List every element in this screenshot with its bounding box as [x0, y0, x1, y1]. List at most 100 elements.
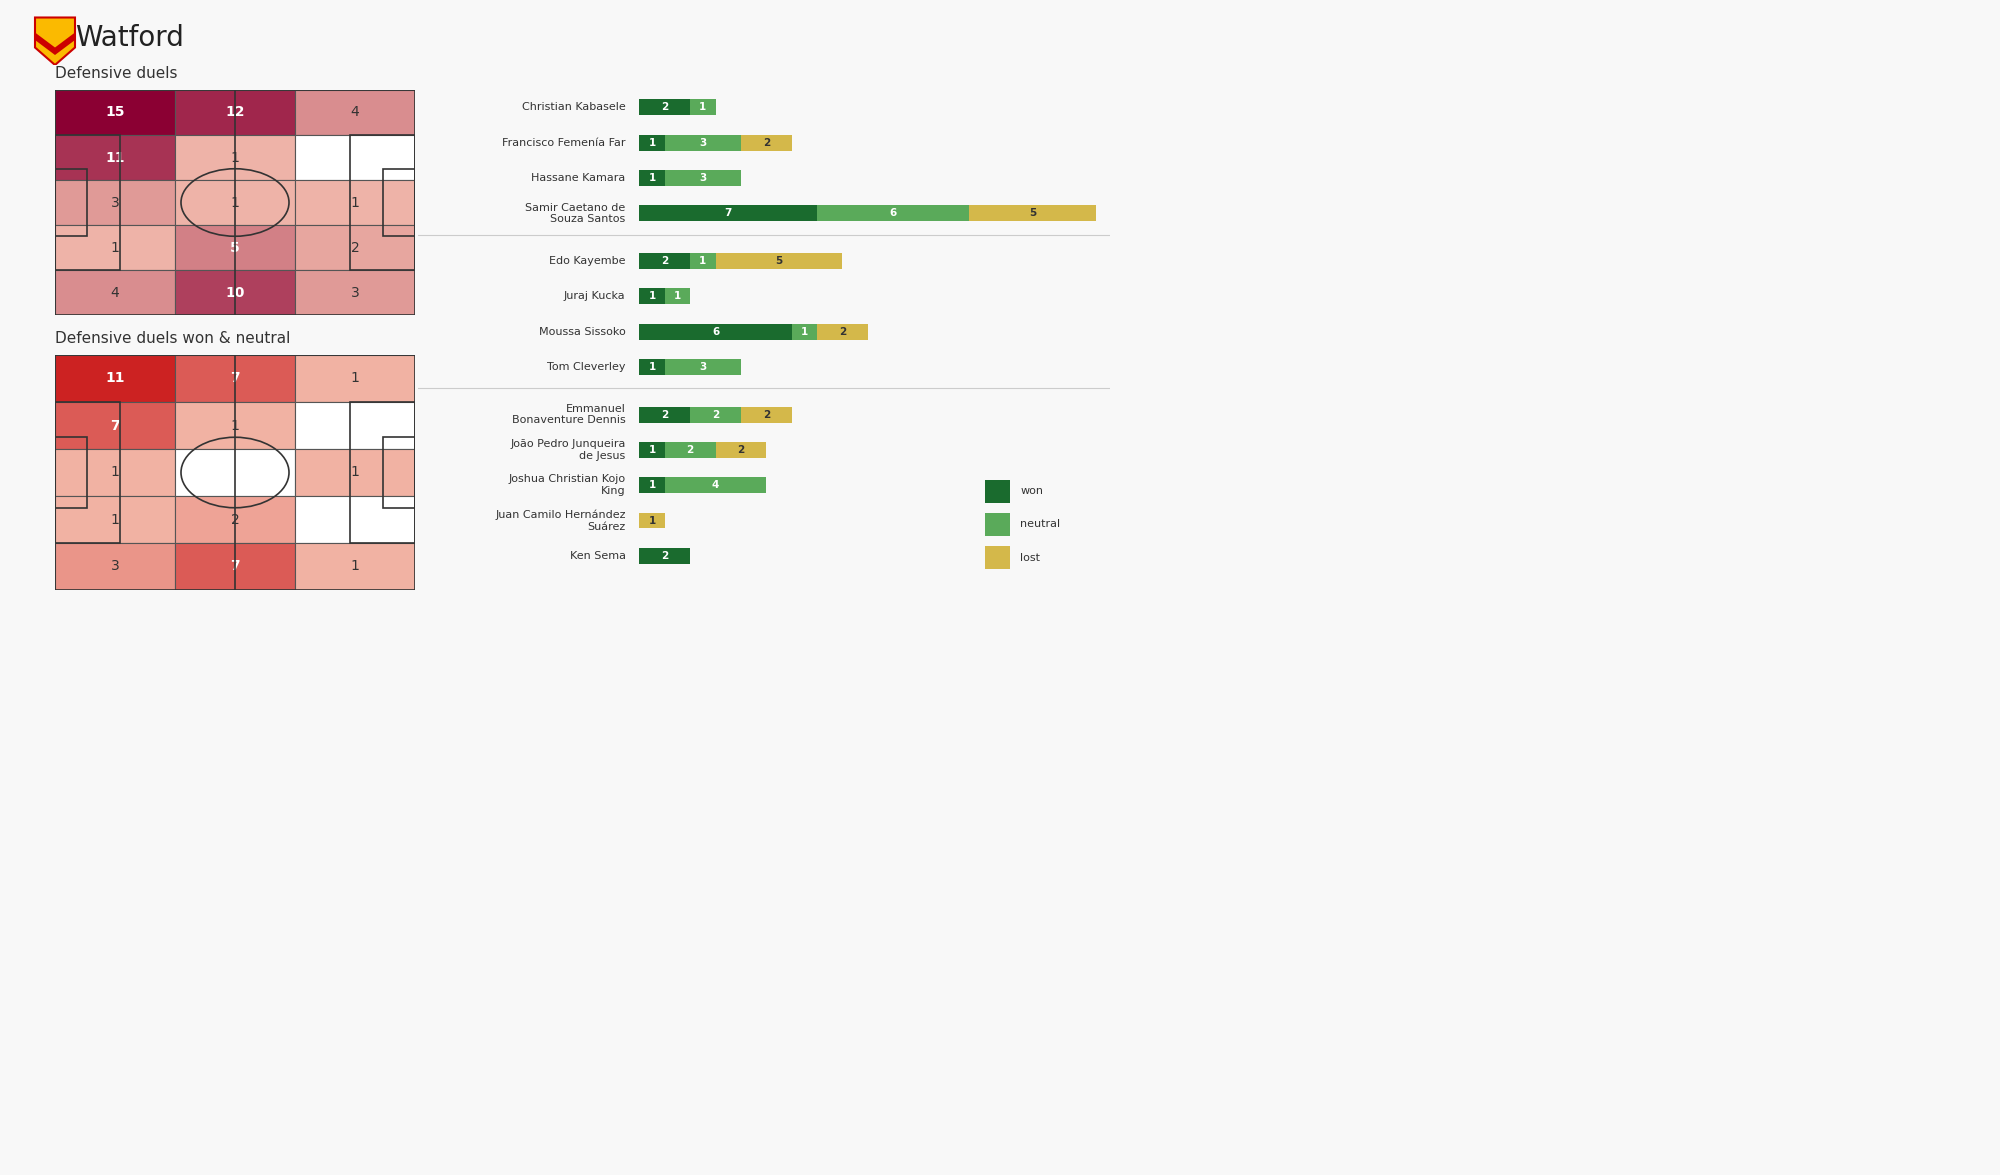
Bar: [296, 355, 416, 402]
Text: 4: 4: [350, 106, 360, 120]
Text: 1: 1: [648, 291, 656, 301]
Text: 2: 2: [662, 256, 668, 266]
Polygon shape: [36, 18, 76, 65]
Bar: [296, 496, 416, 543]
Text: Juraj Kucka: Juraj Kucka: [564, 291, 626, 301]
Bar: [176, 180, 296, 224]
Bar: [640, 360, 664, 375]
Text: 4: 4: [712, 481, 720, 490]
Bar: [176, 543, 296, 590]
Text: 2: 2: [662, 551, 668, 560]
Bar: [350, 402, 416, 543]
Bar: [716, 253, 842, 269]
Text: 6: 6: [890, 208, 896, 219]
Text: Tom Cleverley: Tom Cleverley: [548, 362, 626, 372]
Bar: [176, 90, 296, 135]
Text: 1: 1: [648, 481, 656, 490]
Bar: [664, 442, 716, 458]
Bar: [640, 135, 664, 150]
Text: Defensive duels: Defensive duels: [56, 66, 178, 81]
Bar: [792, 323, 818, 340]
Text: 7: 7: [230, 559, 240, 573]
Polygon shape: [36, 33, 76, 55]
Bar: [176, 270, 296, 315]
Bar: [296, 224, 416, 270]
Bar: [296, 449, 416, 496]
Text: Ken Sema: Ken Sema: [570, 551, 626, 560]
Text: 3: 3: [110, 195, 120, 209]
Text: 11: 11: [106, 371, 124, 385]
Text: 5: 5: [1030, 208, 1036, 219]
Text: 1: 1: [800, 327, 808, 337]
Bar: [640, 548, 690, 564]
Text: 1: 1: [350, 371, 360, 385]
Text: 2: 2: [762, 410, 770, 419]
Text: 2: 2: [662, 410, 668, 419]
Bar: [296, 402, 416, 449]
Text: João Pedro Junqueira
de Jesus: João Pedro Junqueira de Jesus: [510, 439, 626, 461]
Text: lost: lost: [1020, 552, 1040, 563]
Text: 3: 3: [350, 286, 360, 300]
Text: 15: 15: [106, 106, 124, 120]
Bar: [818, 323, 868, 340]
Bar: [296, 543, 416, 590]
Bar: [664, 170, 740, 186]
Bar: [382, 437, 416, 508]
Text: 1: 1: [648, 516, 656, 525]
Text: 1: 1: [230, 150, 240, 165]
Bar: [640, 100, 690, 115]
Text: 3: 3: [700, 173, 706, 183]
Bar: [664, 477, 766, 493]
Text: 2: 2: [350, 241, 360, 255]
Bar: [176, 355, 296, 402]
Text: 6: 6: [712, 327, 720, 337]
Bar: [640, 288, 664, 304]
Bar: [740, 407, 792, 423]
Text: 1: 1: [648, 362, 656, 372]
Text: 4: 4: [110, 286, 120, 300]
Bar: [296, 135, 416, 180]
Bar: [176, 449, 296, 496]
Bar: [56, 437, 88, 508]
Bar: [296, 180, 416, 224]
Bar: [56, 90, 176, 135]
Text: Samir Caetano de
Souza Santos: Samir Caetano de Souza Santos: [526, 202, 626, 224]
Text: 1: 1: [110, 512, 120, 526]
Text: 5: 5: [230, 241, 240, 255]
Bar: [640, 442, 664, 458]
Bar: [664, 135, 740, 150]
Bar: [176, 402, 296, 449]
Text: 7: 7: [724, 208, 732, 219]
Text: neutral: neutral: [1020, 519, 1060, 530]
Text: 1: 1: [648, 445, 656, 455]
Bar: [986, 513, 1010, 536]
Bar: [176, 496, 296, 543]
Text: 5: 5: [776, 256, 782, 266]
Text: 2: 2: [738, 445, 744, 455]
Bar: [56, 180, 176, 224]
Bar: [640, 477, 664, 493]
Text: 1: 1: [350, 195, 360, 209]
Text: Defensive duels won & neutral: Defensive duels won & neutral: [56, 330, 290, 345]
Text: 2: 2: [230, 512, 240, 526]
Bar: [56, 224, 176, 270]
Text: 7: 7: [230, 371, 240, 385]
Bar: [640, 323, 792, 340]
Text: 1: 1: [110, 465, 120, 479]
Bar: [176, 224, 296, 270]
Text: Edo Kayembe: Edo Kayembe: [550, 256, 626, 266]
Text: 7: 7: [110, 418, 120, 432]
Bar: [690, 407, 740, 423]
Bar: [740, 135, 792, 150]
Text: won: won: [1020, 486, 1044, 496]
Text: 2: 2: [762, 137, 770, 148]
Bar: [56, 169, 88, 236]
Text: Joshua Christian Kojo
King: Joshua Christian Kojo King: [508, 475, 626, 496]
Text: 1: 1: [700, 256, 706, 266]
Bar: [986, 479, 1010, 503]
Text: Christian Kabasele: Christian Kabasele: [522, 102, 626, 113]
Bar: [716, 442, 766, 458]
Text: Emmanuel
Bonaventure Dennis: Emmanuel Bonaventure Dennis: [512, 404, 626, 425]
Text: 1: 1: [648, 137, 656, 148]
Bar: [176, 135, 296, 180]
